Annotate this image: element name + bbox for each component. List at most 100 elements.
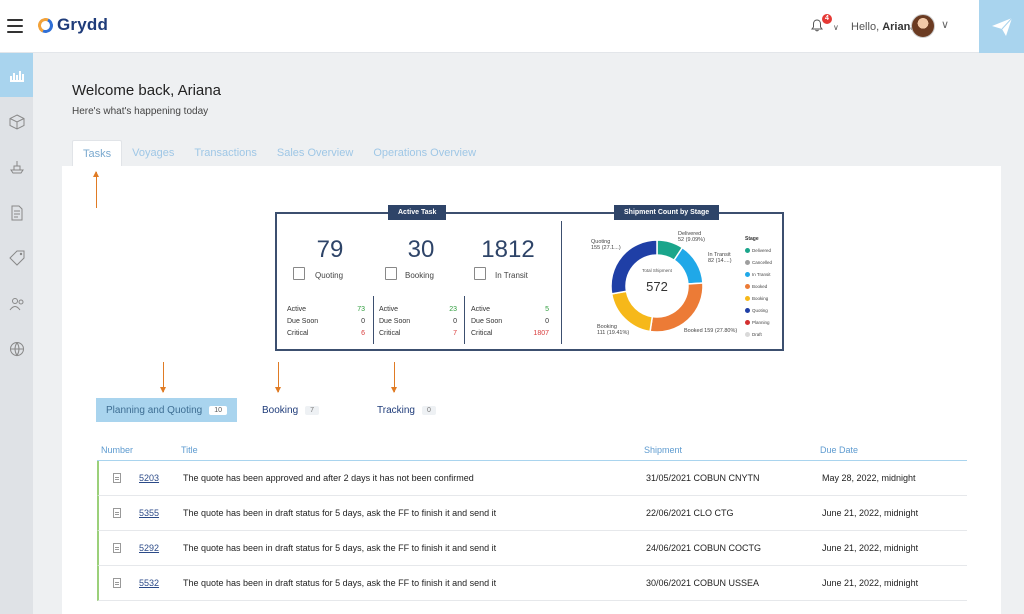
- legend-swatch: [745, 307, 750, 313]
- subtab-tracking[interactable]: Tracking 0: [377, 398, 436, 422]
- task-summary-report: Active Task Shipment Count by Stage 79 Q…: [275, 205, 784, 351]
- hamburger-menu-icon[interactable]: [7, 19, 23, 33]
- column-separator: [373, 296, 374, 344]
- tab-voyages[interactable]: Voyages: [132, 147, 175, 159]
- title-cell: The quote has been in draft status for 5…: [183, 543, 497, 553]
- column-header-title[interactable]: Title: [181, 445, 198, 455]
- stat-key: Critical: [471, 330, 493, 337]
- legend-item: Booking: [745, 292, 781, 304]
- table-row[interactable]: 5292 The quote has been in draft status …: [97, 531, 967, 566]
- dashboard-icon: [9, 71, 24, 82]
- legend-label: Planning: [752, 319, 770, 325]
- title-cell: The quote has been in draft status for 5…: [183, 578, 497, 588]
- booked-annotation: Booked 159 (27.80%): [684, 328, 737, 334]
- report-divider: [561, 221, 562, 344]
- subtab-count: 10: [209, 405, 227, 415]
- number-cell: 5292: [99, 543, 183, 554]
- greeting-text: Hello,: [851, 21, 880, 33]
- annotation-line: Quoting: [591, 239, 611, 245]
- stat-key: Active: [287, 306, 307, 313]
- quoting-count: 79: [316, 236, 344, 263]
- legend-swatch: [745, 319, 750, 325]
- column-header-number[interactable]: Number: [101, 445, 134, 455]
- sidebar-item-global[interactable]: [0, 327, 33, 371]
- tab-sales-overview[interactable]: Sales Overview: [276, 147, 354, 159]
- ship-icon: [9, 161, 24, 174]
- legend-swatch: [745, 331, 750, 337]
- sidebar-item-shipping[interactable]: [0, 145, 33, 189]
- app-logo[interactable]: Grydd: [35, 15, 108, 35]
- page-subtitle: Here's what's happening today: [72, 106, 209, 117]
- subtab-planning-and-quoting[interactable]: Planning and Quoting 10: [96, 398, 237, 422]
- quoting-annotation: Quoting 155 (27.1...): [591, 239, 621, 251]
- stat-key: Critical: [287, 330, 309, 337]
- in-transit-label: In Transit: [495, 271, 528, 280]
- due-soon-value: 0: [545, 318, 549, 325]
- column-header-shipment[interactable]: Shipment: [644, 445, 683, 455]
- title-cell: The quote has been in draft status for 5…: [183, 508, 497, 518]
- task-number-link[interactable]: 5355: [139, 507, 160, 518]
- table-row[interactable]: 5203 The quote has been approved and aft…: [97, 461, 967, 496]
- legend-label: In Transit: [752, 271, 771, 277]
- notifications-button[interactable]: 4 ∨: [811, 14, 839, 35]
- table-row[interactable]: 5355 The quote has been in draft status …: [97, 496, 967, 531]
- sidebar-item-dashboard[interactable]: [0, 53, 33, 97]
- in-transit-count: 1812: [481, 236, 535, 263]
- due-date-cell: May 28, 2022, midnight: [822, 473, 916, 483]
- active-value: 23: [449, 306, 457, 313]
- tasks-table: Number Title Shipment Due Date 5203 The …: [97, 440, 967, 601]
- critical-value: 6: [361, 330, 365, 337]
- task-number-link[interactable]: 5203: [139, 472, 160, 483]
- booking-annotation: Booking 111 (19.41%): [597, 324, 629, 336]
- subtab-label: Booking: [262, 404, 299, 416]
- tab-transactions[interactable]: Transactions: [194, 147, 257, 159]
- table-header: Number Title Shipment Due Date: [97, 440, 967, 461]
- bell-icon: [811, 19, 823, 32]
- legend-label: Delivered: [752, 247, 772, 253]
- legend-label: Booking: [752, 295, 769, 301]
- stat-key: Active: [471, 306, 491, 313]
- due-date-cell: June 21, 2022, midnight: [822, 508, 919, 518]
- in-transit-icon: [474, 267, 486, 280]
- active-value: 73: [357, 306, 365, 313]
- document-icon: [113, 578, 121, 589]
- stat-key: Critical: [379, 330, 401, 337]
- send-button[interactable]: [979, 0, 1024, 53]
- sidebar-item-pricing[interactable]: [0, 236, 33, 280]
- task-number-link[interactable]: 5292: [139, 542, 160, 553]
- active-value: 5: [545, 306, 549, 313]
- due-soon-value: 0: [453, 318, 457, 325]
- sidebar-item-products[interactable]: [0, 100, 33, 144]
- legend-label: Cancelled: [752, 259, 773, 265]
- column-header-due-date[interactable]: Due Date: [820, 445, 859, 455]
- user-menu-chevron-icon[interactable]: ∨: [941, 19, 950, 31]
- quoting-label: Quoting: [315, 271, 344, 280]
- delivered-annotation: Delivered 52 (9.09%): [678, 231, 705, 243]
- paper-plane-icon: [991, 17, 1012, 36]
- active-task-label: Active Task: [388, 205, 447, 220]
- subtab-booking[interactable]: Booking 7: [262, 398, 320, 422]
- annotation-line: 155 (27.1...): [591, 245, 621, 251]
- legend-item: Planning: [745, 316, 781, 328]
- stat-key: Active: [379, 306, 399, 313]
- legend-item: Draft: [745, 328, 781, 340]
- sidebar-item-contacts[interactable]: [0, 282, 33, 326]
- page-title: Welcome back, Ariana: [72, 82, 221, 99]
- sidebar-item-documents[interactable]: [0, 191, 33, 235]
- tab-operations-overview[interactable]: Operations Overview: [373, 147, 477, 159]
- subtab-label: Tracking: [377, 404, 415, 416]
- notification-badge: 4: [822, 14, 832, 24]
- avatar[interactable]: [911, 14, 935, 38]
- legend-swatch: [745, 295, 750, 301]
- subtab-count: 0: [421, 405, 436, 415]
- legend-swatch: [745, 271, 750, 277]
- number-cell: 5203: [99, 473, 183, 484]
- tab-tasks[interactable]: Tasks: [72, 140, 123, 166]
- box-icon: [9, 114, 24, 130]
- document-icon: [113, 543, 121, 554]
- task-number-link[interactable]: 5532: [139, 577, 160, 588]
- legend-item: Quoting: [745, 304, 781, 316]
- table-row[interactable]: 5532 The quote has been in draft status …: [97, 566, 967, 601]
- tracking-annotation-arrow: [391, 362, 397, 393]
- subtab-count: 7: [305, 405, 320, 415]
